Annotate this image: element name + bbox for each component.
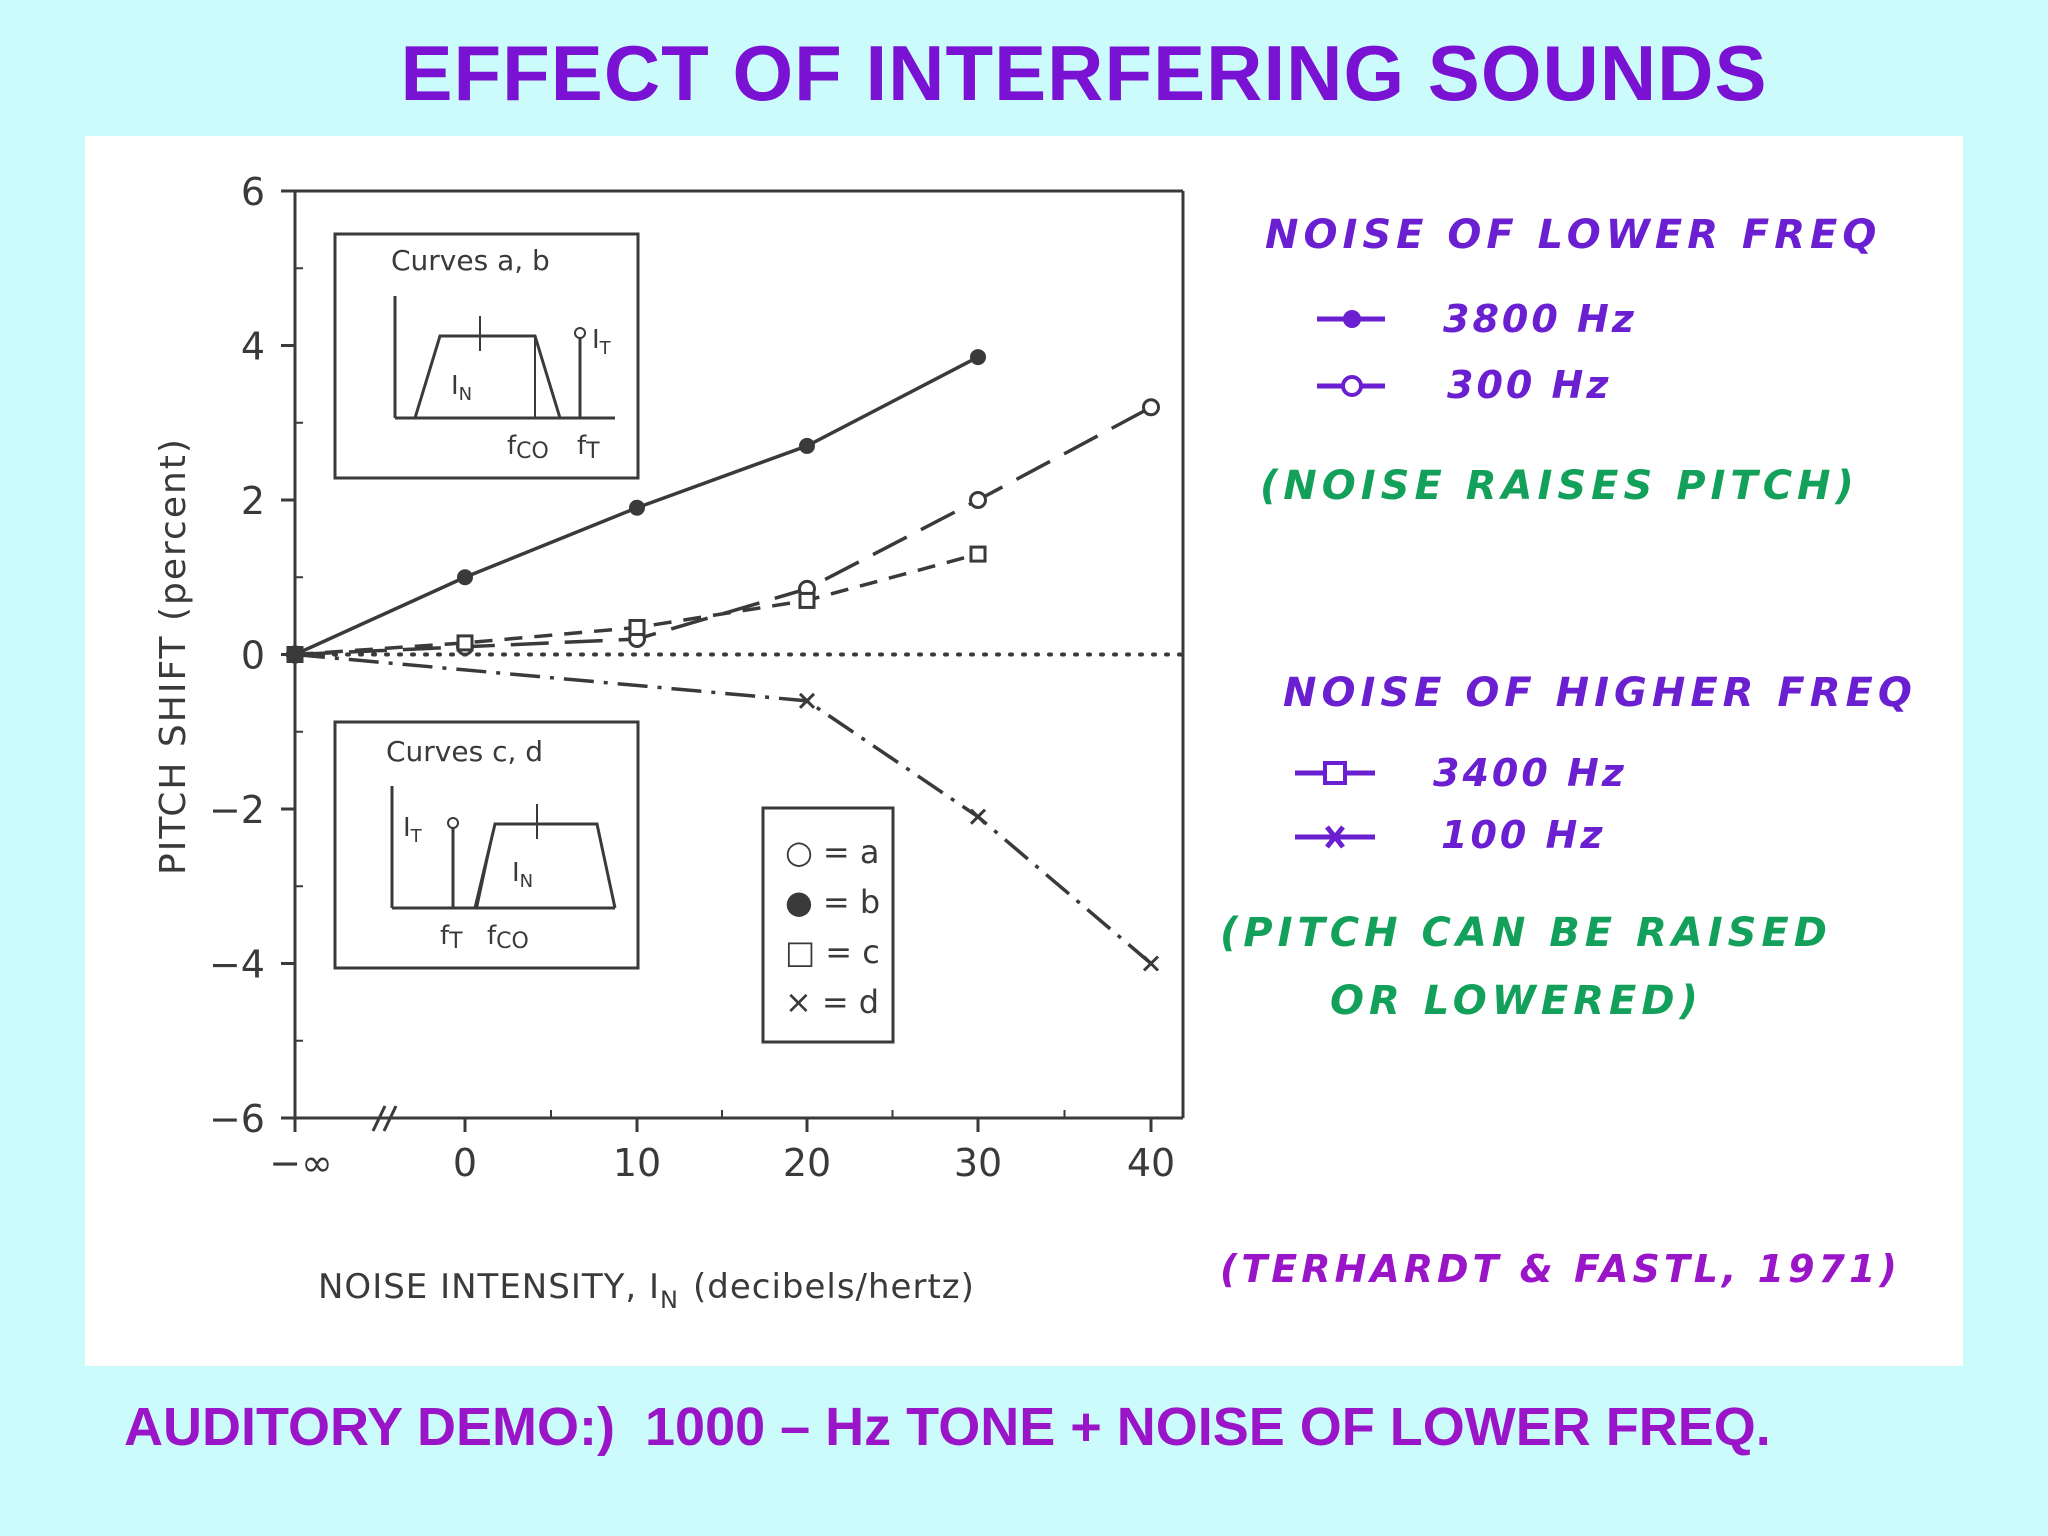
x-axis-label: NOISE INTENSITY, IN (decibels/hertz)	[318, 1267, 975, 1314]
x-tick-labels: −∞ 0 10 20 30 40	[269, 1141, 1175, 1185]
x-axis-label-sub: N	[660, 1286, 679, 1314]
x-axis-label-unit: (decibels/hertz)	[693, 1267, 975, 1307]
y-axis-label: PITCH SHIFT (percent)	[153, 437, 194, 875]
y-tick-label: −2	[209, 788, 265, 832]
note-higher-heading: NOISE OF HIGHER FREQ	[1283, 670, 1917, 716]
inset-ab-noise-band	[413, 334, 562, 419]
y-tick-labels: 6 4 2 0 −2 −4 −6	[209, 170, 265, 1141]
x-tick-label: 10	[613, 1141, 661, 1185]
note-higher-effect-line1: (PITCH CAN BE RAISED	[1220, 910, 1832, 956]
origin-point	[286, 645, 304, 664]
series-c-point	[628, 618, 646, 636]
note-higher-item2: 100 Hz	[1441, 813, 1605, 857]
note-lower-effect: (NOISE RAISES PITCH)	[1260, 463, 1859, 509]
inset-ab-title: Curves a, b	[391, 244, 550, 277]
series-d-point	[1142, 955, 1160, 972]
inset-ab-label-fco: fCO	[507, 431, 549, 464]
legend-entry: □ = c	[785, 933, 880, 971]
series-b-point	[970, 349, 986, 366]
series-d-point	[798, 692, 816, 709]
citation: (TERHARDT & FASTL, 1971)	[1220, 1247, 1901, 1291]
series-d-point	[969, 808, 987, 825]
series-b-point	[629, 499, 645, 516]
inset-cd-tone-marker	[447, 817, 459, 829]
inset-cd-label-tone: IT	[403, 813, 423, 847]
legend: ○ = a ● = b □ = c × = d	[761, 806, 895, 1044]
inset-curves-cd: Curves c, d IT IN fT fCO	[333, 720, 640, 970]
series-b-point	[457, 569, 473, 586]
inset-curves-ab: Curves a, b IN IT fCO fT	[333, 232, 640, 480]
inset-cd-label-fco: fCO	[487, 921, 529, 954]
series-c-point	[969, 545, 987, 563]
inset-cd-title: Curves c, d	[386, 735, 543, 768]
x-tick-label: 20	[783, 1141, 831, 1185]
inset-cd-label-noise: IN	[512, 858, 533, 892]
legend-sample-3800hz	[1317, 310, 1385, 328]
axis-break-mark	[371, 1105, 387, 1132]
x-axis-label-main: NOISE INTENSITY, I	[318, 1267, 660, 1307]
note-lower-item2: 300 Hz	[1447, 363, 1611, 407]
axis-ticks	[281, 189, 1153, 1132]
inset-ab-label-ft: fT	[577, 431, 600, 464]
note-higher-effect-line2: OR LOWERED)	[1330, 978, 1703, 1024]
series-c-point	[798, 591, 816, 609]
y-tick-label: −4	[209, 943, 265, 987]
series-d-line	[294, 652, 1153, 965]
legend-sample-3400hz	[1295, 761, 1375, 785]
legend-sample-100hz	[1295, 825, 1375, 849]
x-tick-label: 0	[453, 1141, 477, 1185]
legend-entry: ● = b	[785, 883, 880, 921]
note-higher-item1: 3400 Hz	[1433, 751, 1627, 795]
y-tick-label: 4	[241, 325, 265, 369]
series-layer	[286, 349, 1160, 972]
inset-cd-label-ft: fT	[440, 921, 463, 954]
slide-title: EFFECT OF INTERFERING SOUNDS	[400, 29, 1768, 117]
inset-ab-label-tone: IT	[592, 325, 612, 359]
legend-entry: × = d	[785, 983, 879, 1021]
inset-ab-label-noise: IN	[451, 371, 472, 405]
series-c-point	[456, 634, 474, 652]
figure-panel: 6 4 2 0 −2 −4 −6 −∞ 0 10 20 30 40 PITCH SHIFT (perc…	[85, 136, 1963, 1366]
series-a-point	[1142, 398, 1160, 417]
annotations: NOISE OF LOWER FREQ 3800 Hz 300 Hz (NOIS…	[1220, 212, 1917, 1291]
note-lower-heading: NOISE OF LOWER FREQ	[1265, 212, 1881, 258]
y-tick-label: 6	[241, 170, 265, 214]
series-b-point	[799, 437, 815, 454]
legend-sample-300hz	[1317, 375, 1385, 397]
y-tick-label: −6	[209, 1097, 265, 1141]
x-tick-label: −∞	[269, 1141, 333, 1185]
x-tick-label: 40	[1127, 1141, 1175, 1185]
legend-entry: ○ = a	[785, 833, 880, 871]
inset-ab-tone-marker	[574, 327, 586, 339]
y-tick-label: 0	[241, 634, 265, 678]
slide-footer: AUDITORY DEMO:) 1000 – Hz TONE + NOISE O…	[124, 1397, 1771, 1457]
x-tick-label: 30	[954, 1141, 1002, 1185]
series-a-line	[294, 405, 1152, 657]
series-a-point	[969, 491, 987, 509]
note-lower-item1: 3800 Hz	[1443, 297, 1637, 341]
y-tick-label: 2	[241, 479, 265, 523]
axis-break-mark	[382, 1105, 398, 1132]
